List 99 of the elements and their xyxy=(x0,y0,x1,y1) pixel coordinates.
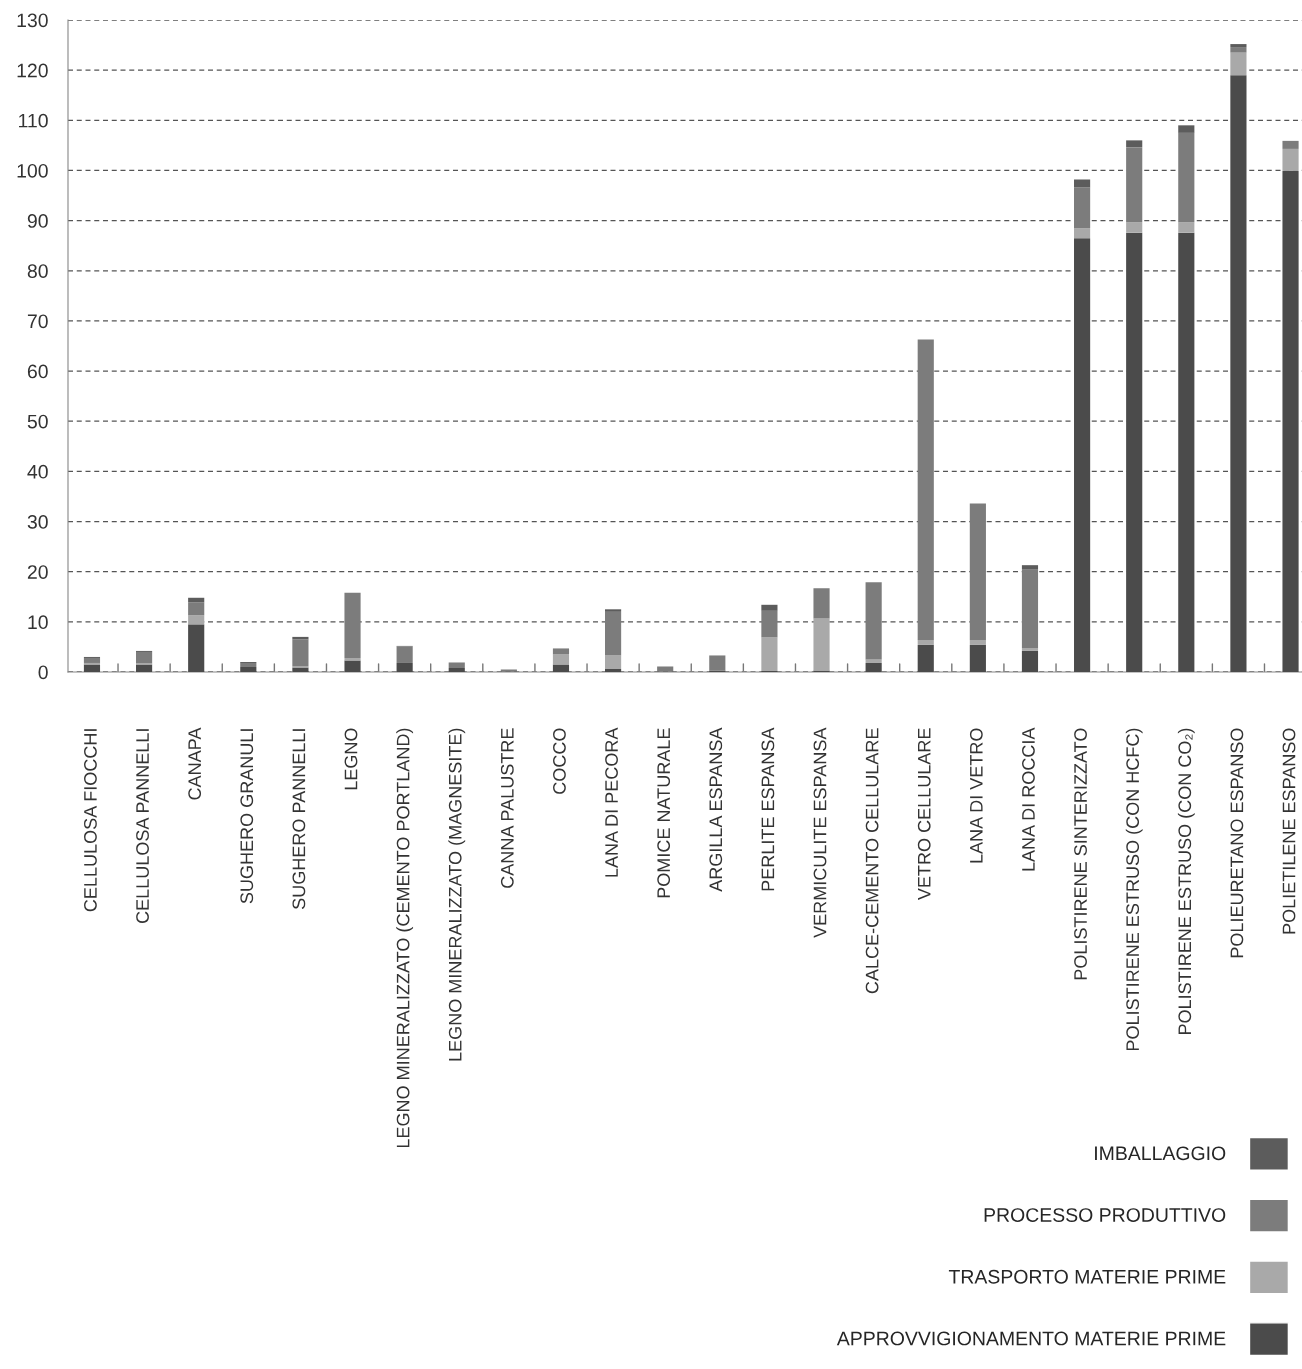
y-tick-label: 50 xyxy=(27,414,48,429)
x-tick-label: COCCO xyxy=(553,728,566,794)
x-tick-label: POLIETILENE ESPANSO xyxy=(1282,728,1296,934)
x-tick-label: POMICE NATURALE xyxy=(657,728,671,898)
legend-label: PROCESSO PRODUTTIVO xyxy=(984,1208,1226,1222)
x-tick-label: LANA DI PECORA xyxy=(605,727,618,877)
y-tick-label: 20 xyxy=(27,565,48,579)
bar xyxy=(448,662,465,668)
y-tick-label: 130 xyxy=(17,13,48,28)
bar xyxy=(1021,569,1039,648)
bar xyxy=(188,624,205,672)
bar xyxy=(761,604,778,611)
bar xyxy=(605,668,622,672)
bar xyxy=(396,646,413,663)
bar xyxy=(1230,44,1247,48)
bar xyxy=(813,618,830,671)
x-tick-label: LANA DI VETRO xyxy=(969,728,983,863)
bar xyxy=(761,610,778,638)
legend-label: APPROVVIGIONAMENTO MATERIE PRIME xyxy=(836,1331,1226,1346)
bar xyxy=(1021,565,1039,570)
bar xyxy=(917,644,934,672)
bar xyxy=(761,637,778,671)
bar xyxy=(1074,187,1091,229)
x-tick-label: POLISTIRENE ESTRUSO (CON HCFC) xyxy=(1125,728,1143,1051)
x-tick-label: VERMICULITE ESPANSA xyxy=(813,727,827,938)
y-tick-label: 60 xyxy=(27,364,48,379)
bar xyxy=(1021,647,1039,651)
bar xyxy=(1178,222,1195,233)
x-tick-label: CANNA PALUSTRE xyxy=(500,728,514,888)
y-tick-label: 80 xyxy=(27,264,48,279)
y-tick-label: 70 xyxy=(27,314,48,329)
bar xyxy=(83,657,101,663)
x-tick-label: CANAPA xyxy=(188,727,202,800)
x-tick-label: CALCE-CEMENTO CELLULARE xyxy=(865,728,879,994)
bar xyxy=(1126,140,1143,148)
bar xyxy=(552,654,570,665)
bar xyxy=(83,664,101,672)
bar xyxy=(1126,147,1143,223)
x-tick-label: CELLULOSA PANNELLI xyxy=(136,729,149,924)
bar xyxy=(605,611,622,656)
legend-label: IMBALLAGGIO xyxy=(1095,1146,1226,1161)
bar xyxy=(1230,52,1247,76)
bar xyxy=(448,667,465,672)
x-tick-label: LEGNO MINERALIZZATO (MAGNESITE) xyxy=(448,728,466,1061)
bar xyxy=(1282,148,1299,171)
legend-label: TRASPORTO MATERIE PRIME xyxy=(948,1269,1226,1284)
y-tick-label: 40 xyxy=(27,464,48,479)
bar xyxy=(917,639,934,645)
x-tick-label: VETRO CELLULARE xyxy=(917,728,931,901)
y-tick-label: 90 xyxy=(27,214,48,228)
bar xyxy=(865,659,882,663)
bar xyxy=(188,602,205,616)
x-tick-label: SUGHERO PANNELLI xyxy=(292,729,306,910)
bar xyxy=(292,667,309,672)
bar xyxy=(865,582,882,660)
bar xyxy=(552,648,570,655)
x-tick-label: CELLULOSA FIOCCHI xyxy=(84,729,97,912)
y-tick-label: 110 xyxy=(19,113,48,128)
x-tick-label: LEGNO xyxy=(344,728,358,790)
x-tick-label: SUGHERO GRANULI xyxy=(240,729,254,904)
bar xyxy=(396,662,413,672)
x-tick-label: LANA DI ROCCIA xyxy=(1022,727,1035,871)
bar xyxy=(1074,228,1091,239)
x-tick-label: POLISTIRENE ESTRUSO (CON CO₂) xyxy=(1177,728,1195,1035)
y-tick-label: 120 xyxy=(17,63,48,78)
bar xyxy=(344,660,361,672)
y-tick-label: 100 xyxy=(17,163,48,178)
bar xyxy=(969,639,986,645)
bar xyxy=(292,639,309,667)
bar xyxy=(240,662,257,667)
x-tick-label: PERLITE ESPANSA xyxy=(761,727,775,891)
bar xyxy=(709,655,726,671)
bar xyxy=(865,662,882,672)
bar xyxy=(136,651,153,664)
bar xyxy=(1230,47,1247,53)
y-tick-label: 30 xyxy=(27,515,48,529)
bar xyxy=(1126,222,1143,233)
bar xyxy=(1178,125,1195,133)
bar xyxy=(188,615,205,625)
bar xyxy=(344,592,361,658)
bar xyxy=(917,339,934,640)
bar xyxy=(813,588,830,619)
bar xyxy=(136,664,153,672)
bar xyxy=(1282,140,1299,149)
x-tick-label: POLIEURETANO ESPANSO xyxy=(1230,728,1244,958)
bar xyxy=(1178,132,1195,223)
bar xyxy=(605,609,622,612)
y-tick-label: 0 xyxy=(38,665,48,680)
x-tick-label: POLISTIRENE SINTERIZZATO xyxy=(1074,728,1087,980)
x-tick-label: ARGILLA ESPANSA xyxy=(709,727,723,892)
bar xyxy=(1074,179,1091,188)
bar xyxy=(240,666,257,672)
x-tick-label: LEGNO MINERALIZZATO (CEMENTO PORTLAND) xyxy=(396,728,414,1148)
bar xyxy=(1021,650,1039,672)
y-tick-label: 10 xyxy=(28,615,48,630)
bar xyxy=(552,664,570,672)
bar xyxy=(969,503,986,640)
bar xyxy=(605,655,622,669)
bar xyxy=(969,644,986,672)
